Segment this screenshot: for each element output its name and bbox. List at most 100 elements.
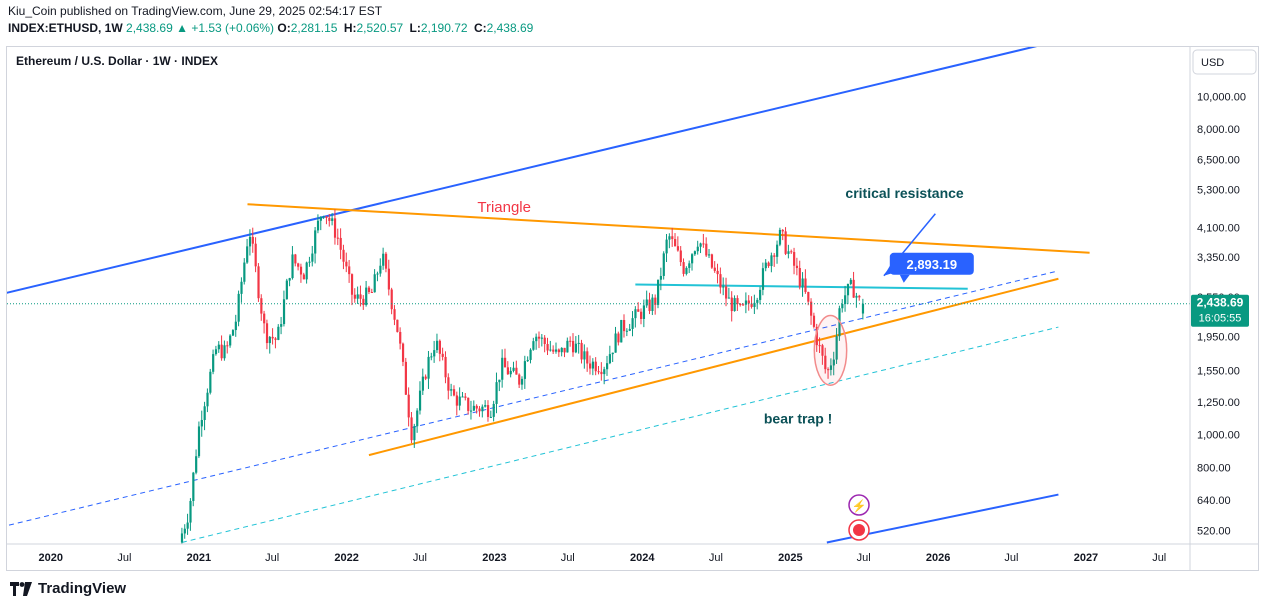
candle (345, 252, 348, 273)
candle (685, 266, 688, 276)
candle (387, 259, 390, 296)
candle-body (569, 340, 572, 342)
candle (773, 253, 776, 267)
candle (674, 233, 677, 247)
chart-title: Ethereum / U.S. Dollar · 1W · INDEX (16, 54, 218, 68)
plot-area (7, 47, 1190, 544)
candle (759, 286, 762, 305)
candle-body (546, 344, 549, 351)
candle-body (566, 340, 569, 353)
candle (688, 260, 691, 274)
candle-body (308, 261, 311, 263)
candle-body (350, 274, 354, 295)
candle (781, 229, 784, 241)
x-tick-label: 2027 (1074, 552, 1098, 564)
y-tick-label: 640.00 (1197, 495, 1231, 507)
symbol-label: INDEX:ETHUSD, 1W (8, 21, 123, 35)
candle-body (702, 243, 705, 245)
candle (552, 345, 555, 355)
candle-body (730, 297, 733, 312)
candle (495, 372, 498, 414)
candle-body (832, 359, 835, 366)
candle-body (481, 406, 484, 412)
candle-body (855, 295, 858, 298)
candle-body (421, 376, 424, 391)
candle-body (311, 253, 314, 262)
candle-body (251, 236, 254, 244)
candle-body (302, 274, 305, 280)
candle (640, 308, 643, 325)
candle (770, 252, 773, 273)
candle (767, 261, 770, 268)
triangle-bottom (368, 277, 1059, 457)
candle (282, 290, 286, 327)
candle-body (467, 397, 470, 411)
candle-body (543, 337, 546, 345)
candle (526, 356, 529, 362)
y-tick-label: 3,350.00 (1197, 252, 1240, 264)
candle (557, 348, 561, 357)
tradingview-brand[interactable]: TradingView (10, 580, 126, 597)
candle-body (778, 229, 782, 245)
x-tick-label: Jul (265, 552, 279, 564)
candle-body (787, 251, 790, 254)
candle (535, 333, 538, 350)
candle (260, 294, 263, 321)
candle (503, 348, 507, 368)
candle (183, 524, 186, 539)
candle (529, 348, 532, 364)
candle-body (271, 336, 274, 339)
candle-body (665, 239, 668, 254)
candle (305, 261, 308, 284)
candle-body (339, 237, 342, 250)
candle-body (662, 253, 665, 276)
candle (832, 351, 835, 376)
candle-body (489, 416, 493, 418)
candle-body (708, 254, 711, 256)
candle (288, 277, 291, 287)
candle (481, 404, 484, 418)
candle-body (200, 419, 203, 427)
change-label: +1.53 (+0.06%) (191, 21, 275, 35)
triangle-top (247, 203, 1090, 254)
candle (776, 240, 779, 264)
candle-body (829, 365, 833, 370)
candle (810, 298, 813, 325)
candle-body (285, 280, 288, 300)
candle-body (651, 297, 654, 311)
candle-body (671, 236, 674, 240)
candle-body (767, 262, 770, 267)
candle-body (739, 304, 742, 306)
candle-body (654, 297, 657, 305)
candle (478, 406, 481, 417)
candle (671, 227, 674, 247)
candle-body (634, 309, 637, 319)
candle (679, 246, 682, 267)
candle (693, 250, 697, 256)
candle-body (427, 356, 430, 379)
candle-body (835, 336, 838, 360)
candle-body (265, 323, 269, 344)
candle (274, 337, 277, 349)
candle (571, 333, 575, 357)
candle (793, 247, 796, 275)
candle (472, 400, 476, 412)
candle-body (523, 361, 527, 379)
candle (455, 391, 458, 416)
candle (750, 296, 753, 309)
lightning-event-icon (848, 494, 870, 516)
candle-body (577, 342, 580, 344)
candle-body (620, 320, 623, 343)
candle-body (447, 377, 450, 391)
chart-frame (6, 46, 1259, 571)
candle-body (492, 403, 495, 417)
candle-body (625, 330, 629, 332)
candle-body (600, 371, 603, 375)
candle-body (464, 396, 467, 398)
candle-body (623, 320, 626, 332)
candle (733, 295, 736, 312)
candle-body (404, 361, 407, 395)
candle (549, 340, 552, 352)
candle (795, 257, 799, 276)
